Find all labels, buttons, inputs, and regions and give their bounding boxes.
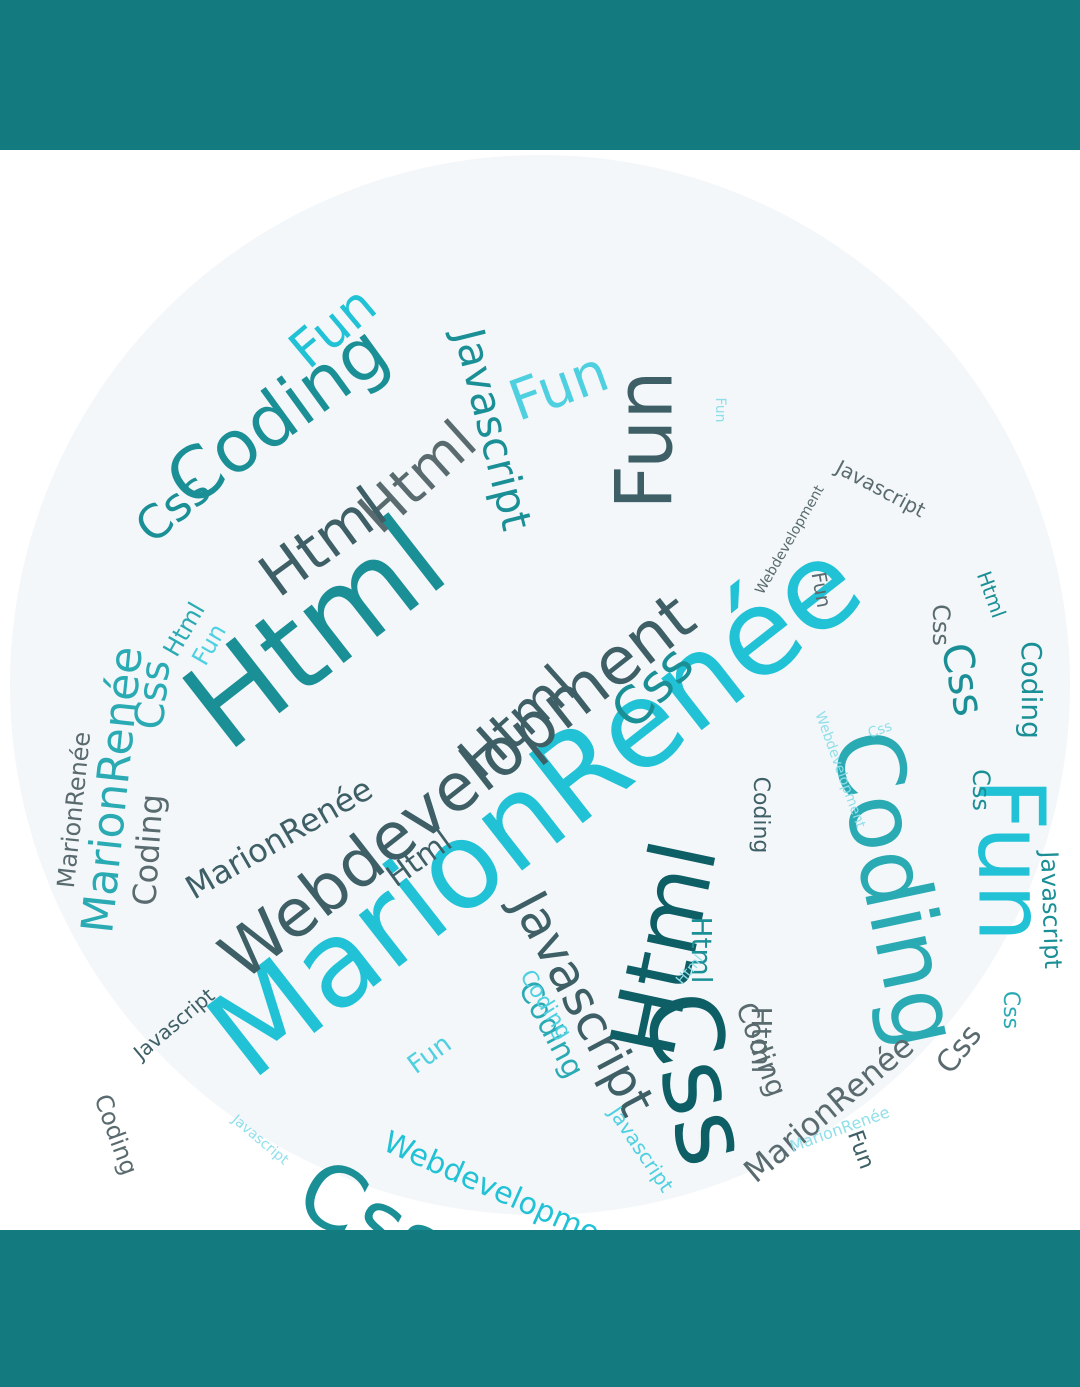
cloud-word: Fun xyxy=(958,778,1065,943)
cloud-word: Javascript xyxy=(1035,849,1067,969)
cloud-word: Coding xyxy=(88,1090,143,1178)
cloud-word: Html xyxy=(745,1006,778,1073)
cloud-word: Html xyxy=(685,916,718,983)
cloud-word: Fun xyxy=(600,370,690,509)
cloud-word: Css xyxy=(967,769,995,811)
cloud-word: Html xyxy=(972,568,1011,621)
word-cloud-circle: MarionRenée Webdevelopment Html Coding Fun Cs… xyxy=(0,150,1080,1230)
cloud-word: Css xyxy=(126,658,179,732)
cloud-word: Coding xyxy=(748,777,773,854)
cloud-word: Javascript xyxy=(228,1111,292,1168)
word-cloud-background xyxy=(10,155,1070,1215)
cloud-word: Fun xyxy=(712,397,728,422)
cloud-word: Css xyxy=(931,639,994,721)
cloud-word: Javascript xyxy=(830,454,930,522)
top-teal-band xyxy=(0,0,1080,150)
cloud-word: Coding xyxy=(125,793,171,907)
cloud-word: Fun xyxy=(402,1029,457,1081)
cloud-word: Coding xyxy=(1015,641,1048,739)
bottom-teal-band xyxy=(0,1230,1080,1387)
cloud-word: Css xyxy=(866,718,894,741)
cloud-word: Css xyxy=(998,991,1023,1029)
word-cloud: MarionRenéeWebdevelopmentHtmlCodingFunCs… xyxy=(52,275,1067,1230)
cloud-word: Css xyxy=(927,604,955,646)
